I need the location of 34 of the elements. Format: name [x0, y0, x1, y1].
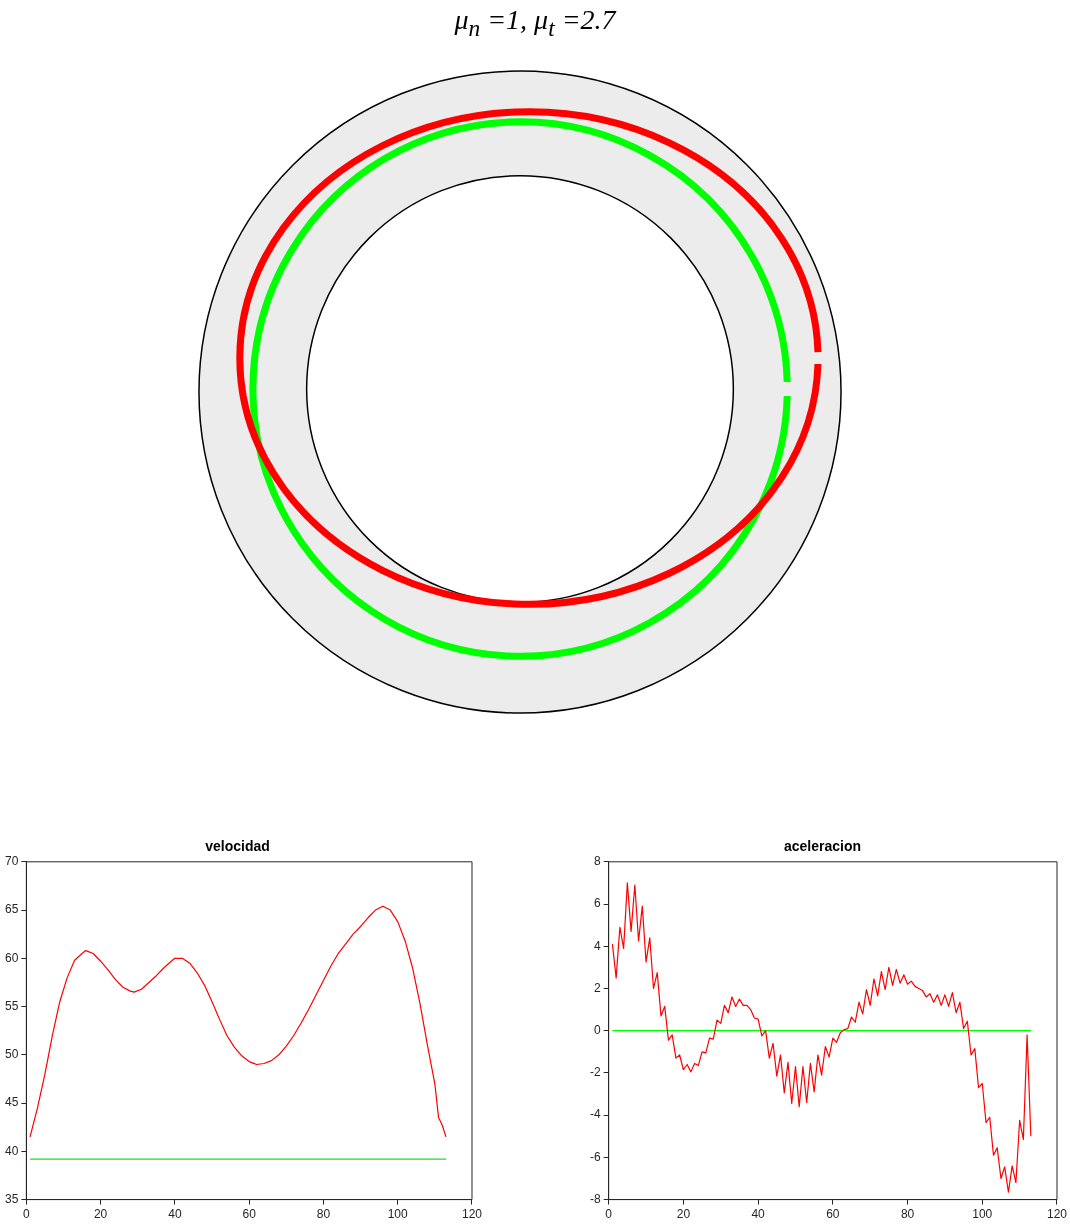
x-tick-label: 80: [900, 1207, 915, 1222]
y-tick-label: -4: [590, 1107, 601, 1122]
y-tick-label: -8: [590, 1191, 601, 1206]
y-tick-label: 45: [4, 1095, 19, 1110]
x-tick-label: 20: [93, 1207, 108, 1222]
x-tick-label: 100: [387, 1207, 409, 1222]
y-tick-label: 8: [593, 854, 601, 869]
y-tick-label: 0: [593, 1023, 601, 1038]
y-tick-label: -2: [590, 1065, 601, 1080]
x-tick-label: 40: [168, 1207, 182, 1222]
y-tick-label: 55: [4, 998, 19, 1013]
x-tick-label: 0: [605, 1207, 613, 1222]
y-tick-label: -6: [590, 1149, 601, 1164]
x-tick-label: 80: [316, 1207, 331, 1222]
chart-title: velocidad: [205, 838, 270, 855]
y-tick-label: 60: [4, 950, 19, 965]
y-tick-label: 40: [4, 1143, 19, 1158]
x-tick-label: 120: [461, 1207, 483, 1222]
x-tick-label: 20: [676, 1207, 691, 1222]
x-tick-label: 60: [242, 1207, 257, 1222]
y-tick-label: 35: [4, 1191, 19, 1206]
text: μ$_{n}$ =1, μ$_{t}$ =2.7: [453, 4, 618, 42]
y-tick-label: 65: [4, 902, 19, 917]
y-tick-label: 6: [593, 896, 601, 911]
y-tick-label: 2: [593, 980, 601, 995]
x-tick-label: 60: [826, 1207, 840, 1222]
y-tick-label: 70: [4, 854, 19, 869]
x-tick-label: 40: [751, 1207, 766, 1222]
y-tick-label: 50: [4, 1047, 19, 1062]
chart-title: aceleracion: [783, 838, 862, 855]
y-tick-label: 4: [593, 938, 601, 953]
x-tick-label: 0: [23, 1207, 30, 1222]
x-tick-label: 100: [972, 1207, 993, 1222]
x-tick-label: 120: [1046, 1207, 1068, 1222]
